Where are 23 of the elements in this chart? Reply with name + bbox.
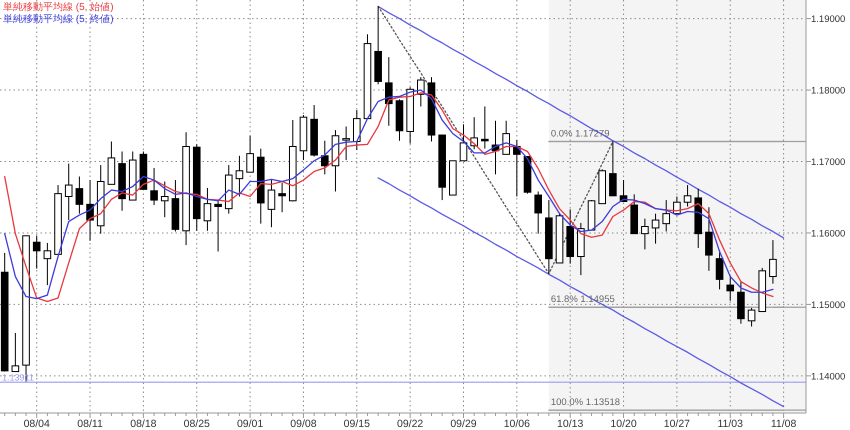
x-tick-label: 10/06: [504, 418, 530, 430]
x-tick-label: 08/25: [184, 418, 210, 430]
y-tick-label: 1.14000: [811, 371, 846, 382]
x-tick-label: 08/11: [77, 418, 103, 430]
x-tick-label: 11/03: [717, 418, 744, 430]
y-tick-label: 1.19000: [811, 14, 846, 26]
x-tick-label: 09/08: [290, 418, 317, 430]
x-tick-label: 10/13: [557, 418, 584, 430]
y-tick-label: 1.16000: [811, 228, 846, 240]
x-tick-label: 11/08: [770, 418, 796, 430]
y-tick-label: 1.18000: [811, 86, 846, 97]
annotation: 100.0% 1.13518: [550, 397, 620, 408]
legend: 単純移動平均線 (5, 始値) 単純移動平均線 (5, 終値): [3, 2, 114, 25]
x-tick-label: 08/04: [24, 418, 50, 430]
x-tick-label: 08/18: [130, 418, 157, 430]
x-tick-label: 09/01: [236, 418, 264, 430]
y-tick-label: 1.15000: [811, 300, 846, 311]
x-tick-label: 10/27: [664, 418, 690, 430]
x-tick-label: 09/15: [344, 418, 370, 430]
y-tick-label: 1.17000: [811, 156, 846, 168]
x-tick-label: 09/29: [450, 418, 477, 430]
x-tick-label: 10/20: [610, 418, 637, 430]
x-tick-label: 09/22: [397, 418, 424, 430]
